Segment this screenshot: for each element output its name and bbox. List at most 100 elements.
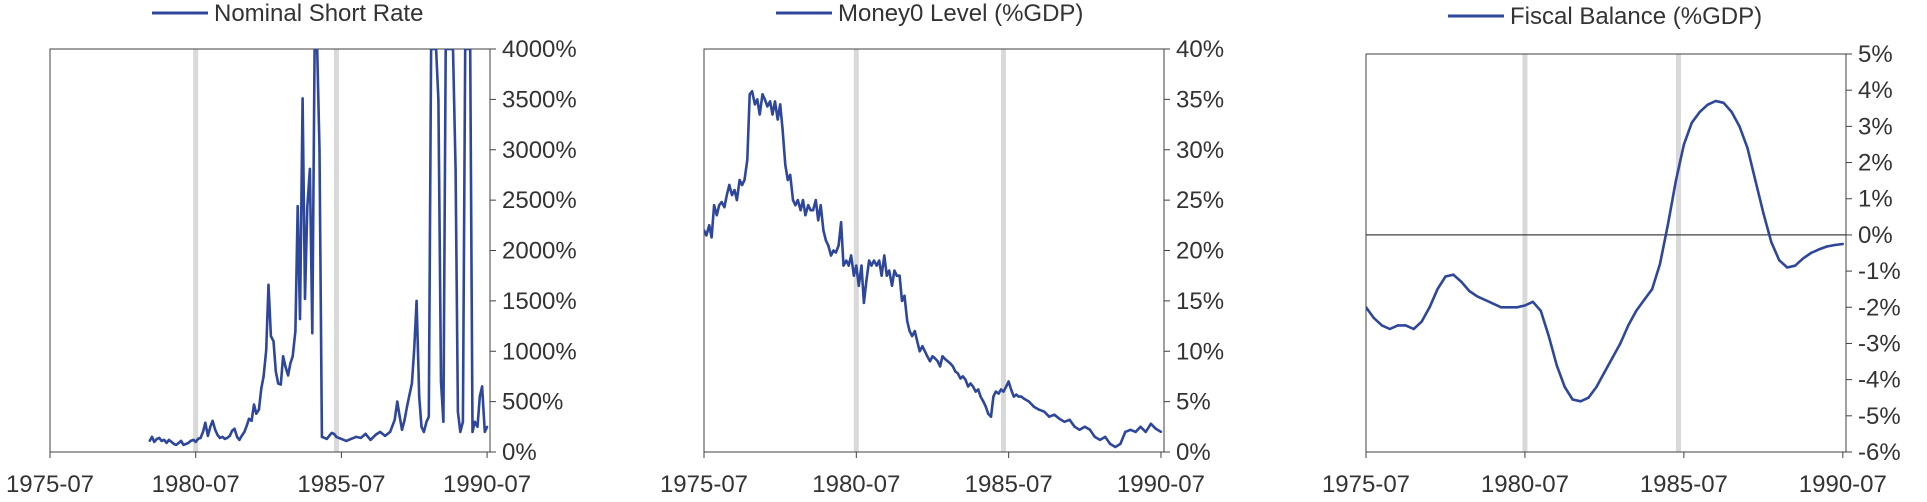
data-point <box>410 382 414 385</box>
y-tick-label: 15% <box>1176 288 1224 315</box>
data-point <box>320 435 324 439</box>
data-point <box>1539 309 1543 313</box>
data-point <box>723 206 726 209</box>
data-point <box>221 435 224 439</box>
data-point <box>822 229 825 232</box>
data-point <box>245 424 248 427</box>
data-point <box>704 229 706 232</box>
y-tick-label: 3000% <box>502 137 577 164</box>
data-point <box>444 49 447 51</box>
data-point <box>918 350 921 353</box>
data-point <box>298 317 302 321</box>
data-point <box>931 355 934 358</box>
data-point <box>771 113 774 116</box>
data-point <box>921 345 924 348</box>
data-point <box>977 388 980 391</box>
data-point <box>730 193 734 197</box>
nominal-short-rate-chart: 0% 500% 1000% 1500% 2000% 2500% 3000% 3500% 4000… <box>6 0 577 498</box>
shaded-date-band-1 <box>1675 54 1681 452</box>
data-point <box>860 264 863 267</box>
y-tick-label: 30% <box>1176 137 1224 164</box>
data-point <box>427 415 430 418</box>
data-point <box>773 100 777 103</box>
data-point <box>1833 243 1837 247</box>
data-point <box>799 209 802 212</box>
data-point <box>779 103 782 106</box>
data-point <box>480 385 484 388</box>
data-point <box>849 254 853 257</box>
data-point <box>784 163 787 167</box>
y-tick-label: 2500% <box>502 187 577 214</box>
data-point <box>398 415 401 418</box>
data-point <box>1037 408 1041 411</box>
data-point <box>1009 388 1013 391</box>
data-point <box>1012 395 1015 398</box>
data-point <box>316 49 319 51</box>
data-point <box>223 437 226 441</box>
data-point <box>906 319 909 323</box>
data-point <box>1015 393 1018 396</box>
data-point <box>374 433 377 437</box>
data-point <box>898 274 901 277</box>
money0-level-chart: 0% 5% 10% 15% 20% 25% 30% 35% 40% 1975-07 1980-07 1… <box>660 0 1224 498</box>
data-point <box>1154 427 1158 430</box>
data-point <box>1404 324 1407 327</box>
data-point <box>1587 396 1590 399</box>
x-tick-label: 1990-07 <box>1117 471 1205 498</box>
data-point <box>1706 103 1709 106</box>
data-point <box>1762 212 1765 215</box>
data-point <box>296 205 299 208</box>
data-point <box>1801 257 1805 260</box>
data-point <box>811 209 815 212</box>
data-point <box>867 259 871 262</box>
y-tick-label: -1% <box>1858 258 1901 285</box>
data-point <box>243 430 246 434</box>
data-point <box>408 394 411 397</box>
legend-label: Nominal Short Rate <box>214 0 423 27</box>
data-point <box>483 430 486 434</box>
y-tick-label: 0% <box>502 439 537 466</box>
data-point <box>184 442 188 446</box>
data-point <box>199 436 202 440</box>
data-point <box>1555 364 1558 367</box>
data-point <box>1690 121 1694 124</box>
data-point <box>332 432 336 436</box>
data-point <box>1144 430 1147 434</box>
data-point <box>1484 298 1487 302</box>
data-point <box>1523 304 1527 307</box>
data-point <box>269 334 273 338</box>
x-tick-label: 1975-07 <box>660 471 748 498</box>
data-point <box>916 340 919 343</box>
data-point <box>1778 259 1781 262</box>
data-point <box>847 264 850 267</box>
y-tick-label: 0% <box>1176 439 1211 466</box>
data-point <box>1611 356 1614 360</box>
data-point <box>895 274 898 277</box>
y-tick-label: 35% <box>1176 86 1224 113</box>
data-point <box>330 431 333 435</box>
data-point <box>824 239 828 242</box>
data-point <box>992 395 995 398</box>
plot-frame <box>49 48 491 453</box>
data-point <box>794 204 797 207</box>
data-point <box>257 408 261 411</box>
data-point <box>984 405 987 408</box>
data-point <box>1674 179 1678 182</box>
data-point <box>837 244 840 247</box>
data-point <box>999 388 1003 391</box>
data-point <box>163 438 166 442</box>
data-point <box>1139 425 1142 428</box>
data-point <box>786 178 789 182</box>
data-point <box>987 412 990 415</box>
data-point <box>478 395 481 398</box>
data-point <box>946 360 949 363</box>
data-point <box>442 420 445 423</box>
data-point <box>1730 110 1733 114</box>
data-point <box>832 249 835 252</box>
data-point <box>364 432 367 436</box>
y-tick-label: 4000% <box>502 36 577 63</box>
data-point <box>255 412 258 415</box>
data-point <box>1078 428 1081 431</box>
data-point <box>880 274 883 277</box>
data-point <box>720 200 723 204</box>
